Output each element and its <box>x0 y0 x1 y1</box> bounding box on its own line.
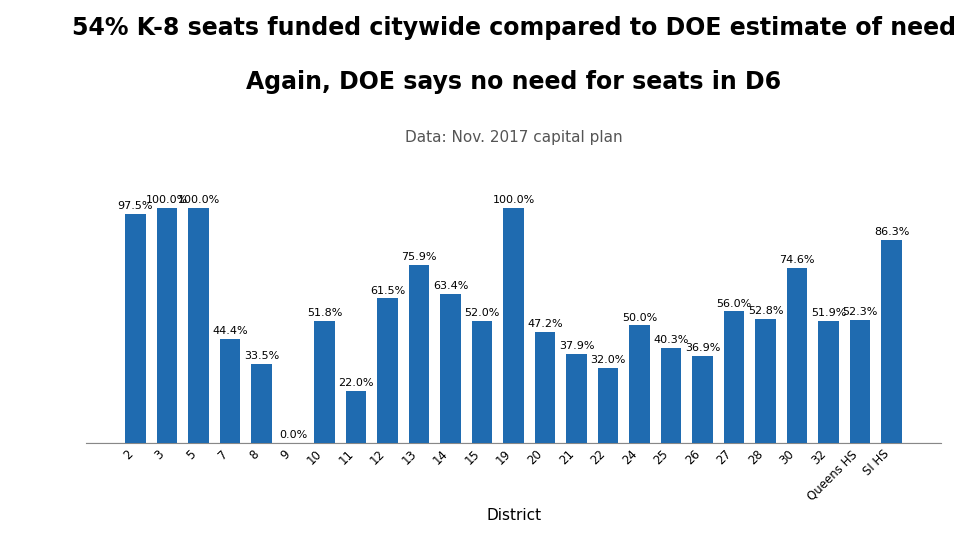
Text: 100.0%: 100.0% <box>178 195 220 205</box>
Text: 40.3%: 40.3% <box>654 335 689 346</box>
Bar <box>503 208 524 443</box>
Text: 100.0%: 100.0% <box>146 195 188 205</box>
Text: 51.9%: 51.9% <box>811 308 847 318</box>
Bar <box>660 348 682 443</box>
Text: 37.9%: 37.9% <box>559 341 594 351</box>
Bar <box>441 294 461 443</box>
Bar <box>566 354 587 443</box>
Text: Data: Nov. 2017 capital plan: Data: Nov. 2017 capital plan <box>405 130 622 145</box>
Text: Again, DOE says no need for seats in D6: Again, DOE says no need for seats in D6 <box>246 70 781 94</box>
Text: 63.4%: 63.4% <box>433 281 468 291</box>
Bar <box>692 356 713 443</box>
Text: 86.3%: 86.3% <box>874 227 909 238</box>
Text: 56.0%: 56.0% <box>716 299 752 308</box>
Text: 51.8%: 51.8% <box>307 308 342 319</box>
Text: 33.5%: 33.5% <box>244 352 279 361</box>
Text: 36.9%: 36.9% <box>685 343 720 353</box>
Bar <box>819 321 839 443</box>
Bar <box>535 332 555 443</box>
Text: 22.0%: 22.0% <box>338 379 373 388</box>
Bar <box>188 208 208 443</box>
Bar <box>220 339 240 443</box>
Bar <box>850 320 871 443</box>
Text: 61.5%: 61.5% <box>370 286 405 295</box>
Bar <box>346 391 367 443</box>
Bar <box>377 299 397 443</box>
Text: 75.9%: 75.9% <box>401 252 437 262</box>
Text: 52.0%: 52.0% <box>465 308 500 318</box>
Bar <box>472 321 492 443</box>
Text: 52.3%: 52.3% <box>843 307 877 317</box>
Bar <box>756 319 776 443</box>
X-axis label: District: District <box>486 508 541 523</box>
Bar <box>252 364 272 443</box>
Text: 52.8%: 52.8% <box>748 306 783 316</box>
Bar <box>630 326 650 443</box>
Text: 54% K-8 seats funded citywide compared to DOE estimate of need: 54% K-8 seats funded citywide compared t… <box>72 16 955 40</box>
Text: 44.4%: 44.4% <box>212 326 248 336</box>
Bar <box>409 265 429 443</box>
Bar <box>125 214 146 443</box>
Bar <box>881 240 902 443</box>
Text: 50.0%: 50.0% <box>622 313 658 322</box>
Bar <box>787 268 807 443</box>
Bar <box>314 321 335 443</box>
Text: 100.0%: 100.0% <box>492 195 535 205</box>
Bar <box>724 312 744 443</box>
Text: 32.0%: 32.0% <box>590 355 626 365</box>
Text: 0.0%: 0.0% <box>279 430 307 440</box>
Text: 97.5%: 97.5% <box>118 201 154 211</box>
Text: 47.2%: 47.2% <box>527 319 563 329</box>
Bar <box>598 368 618 443</box>
Y-axis label: Percent of Seat Need funded in the Capital
Plan: Percent of Seat Need funded in the Capit… <box>0 188 11 427</box>
Text: 74.6%: 74.6% <box>780 255 815 265</box>
Bar <box>156 208 178 443</box>
